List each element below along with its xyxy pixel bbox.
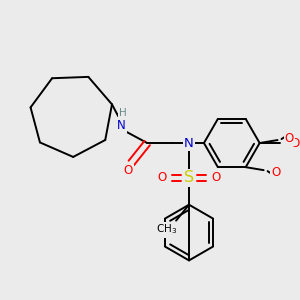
Text: CH$_3$: CH$_3$ xyxy=(155,223,177,236)
Text: N: N xyxy=(184,136,194,149)
Text: O: O xyxy=(285,132,294,145)
Text: O: O xyxy=(124,164,133,177)
Text: S: S xyxy=(184,170,194,185)
Text: O: O xyxy=(211,171,220,184)
Text: O: O xyxy=(158,171,167,184)
Text: N: N xyxy=(117,118,126,132)
Text: H: H xyxy=(119,108,127,118)
Text: O: O xyxy=(291,136,300,149)
Text: O: O xyxy=(271,166,280,178)
